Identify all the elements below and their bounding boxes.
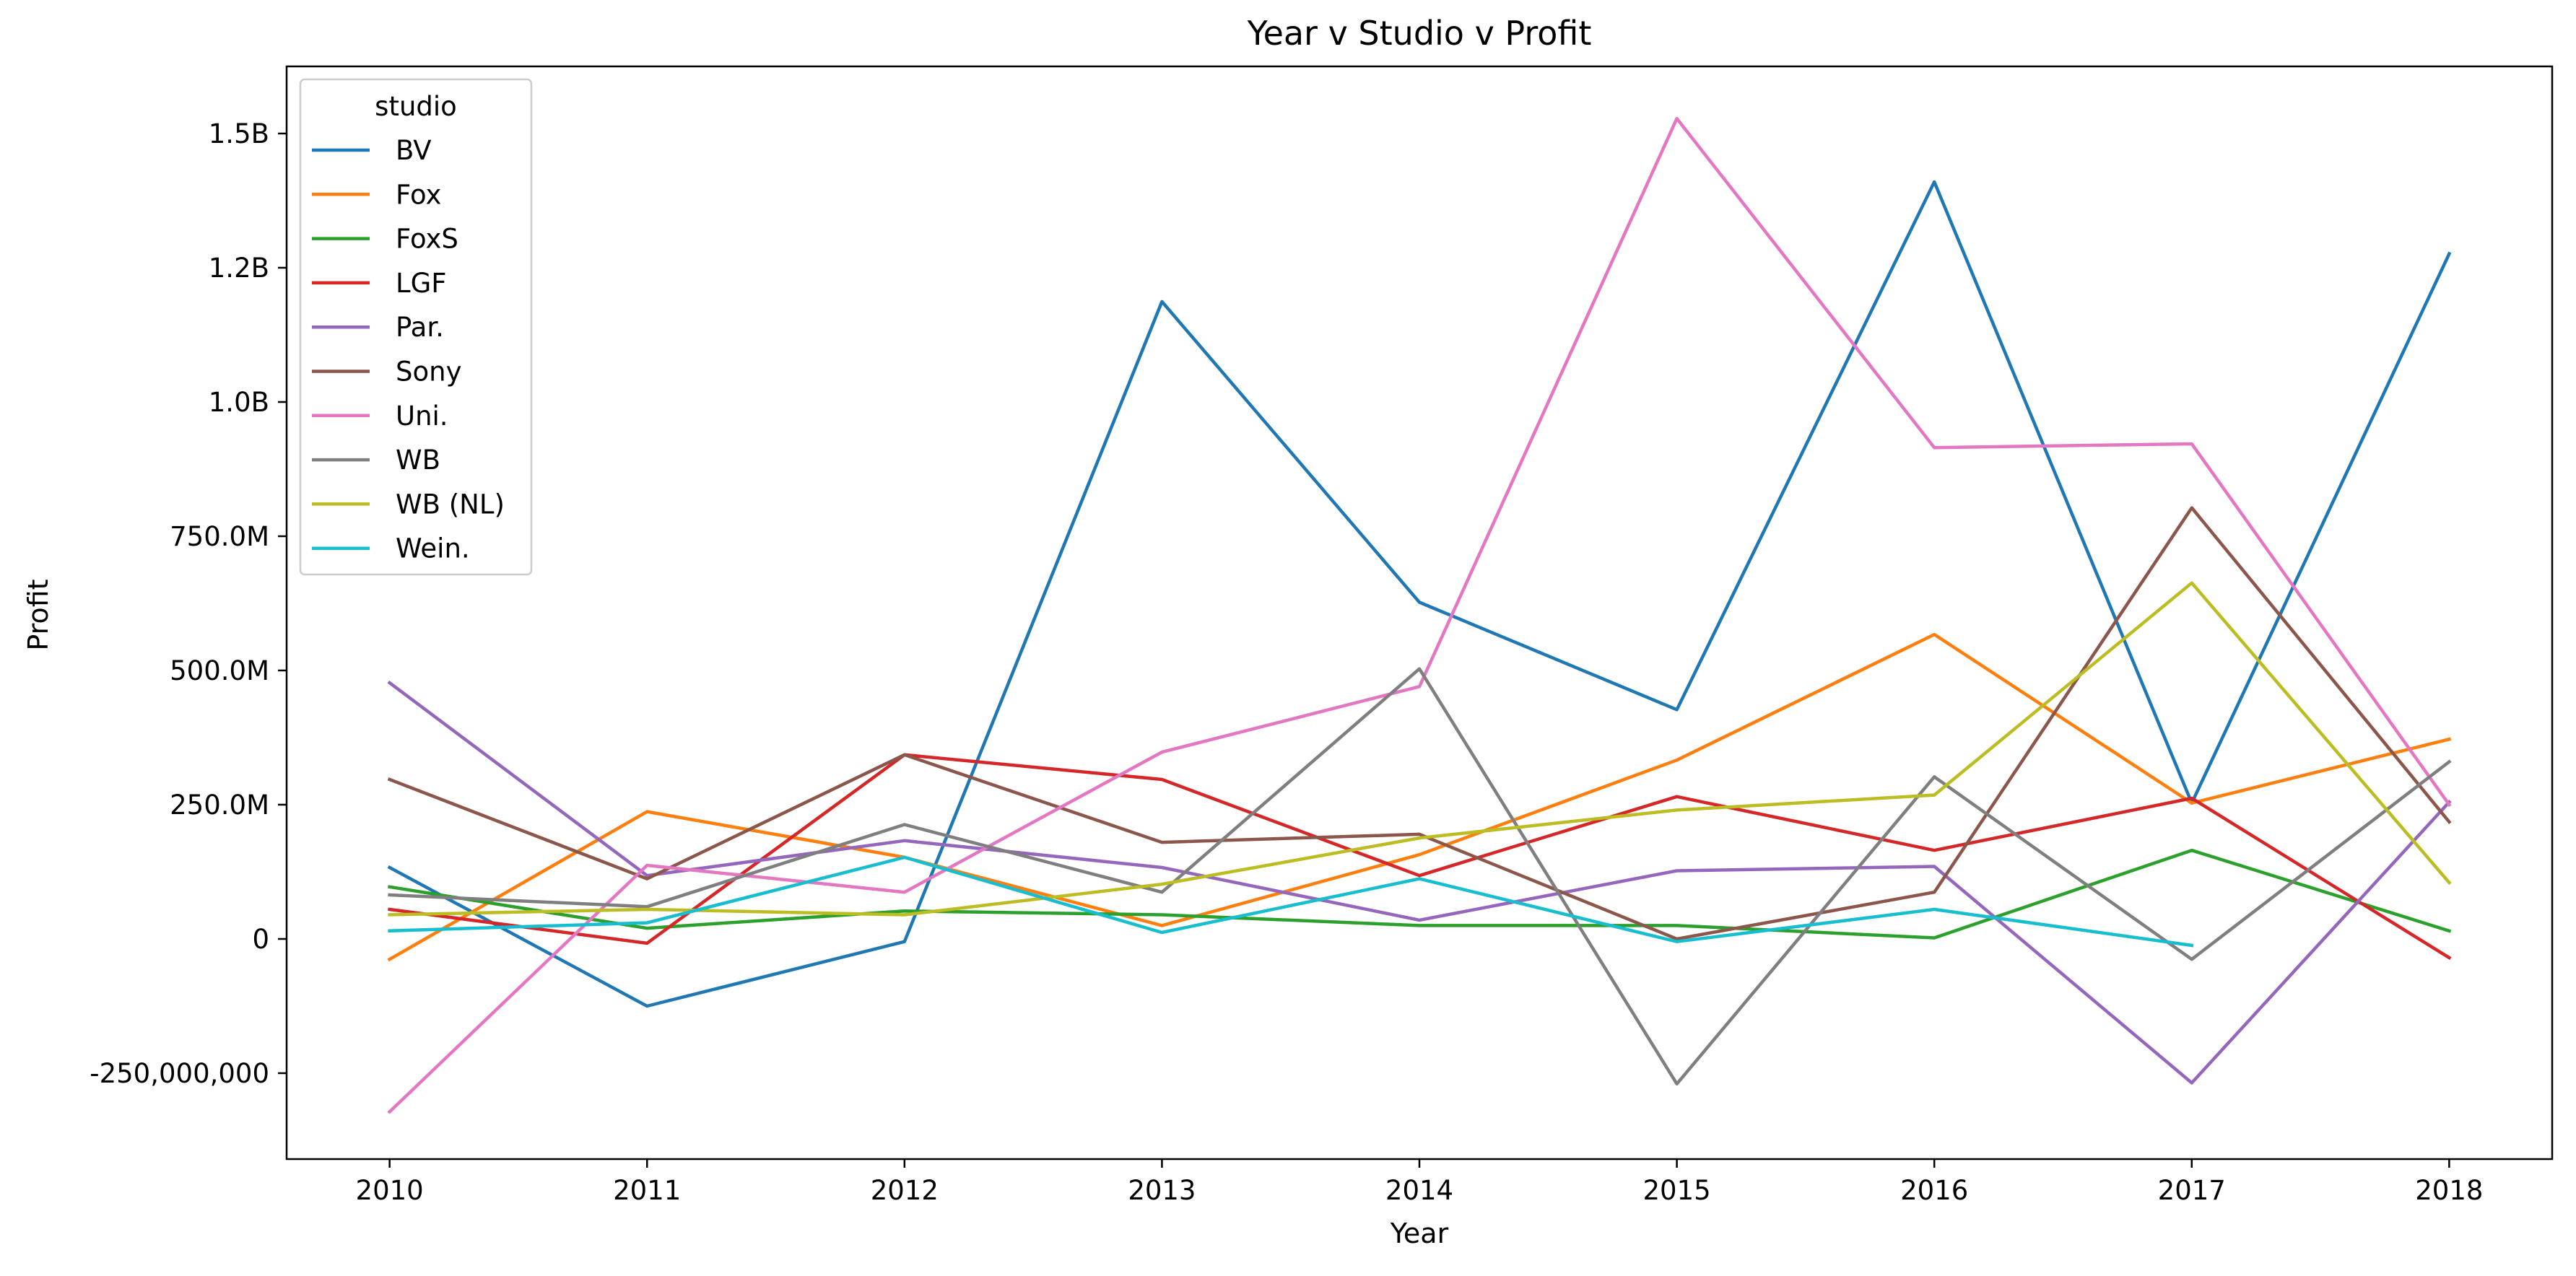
plot-area <box>387 116 2452 1114</box>
series-line-bv <box>387 180 2452 1008</box>
x-tick-label: 2010 <box>356 1175 424 1206</box>
y-tick-label: -250,000,000 <box>90 1058 269 1089</box>
y-tick-label: 500.0M <box>170 655 269 686</box>
legend-title: studio <box>375 91 457 122</box>
x-tick-label: 2011 <box>613 1175 681 1206</box>
series-line-wein <box>388 855 2194 948</box>
y-tick-label: 250.0M <box>170 790 269 821</box>
x-tick-label: 2015 <box>1643 1175 1711 1206</box>
x-tick-label: 2017 <box>2158 1175 2226 1206</box>
legend-label-wb: WB <box>396 445 440 476</box>
y-tick-label: 1.5B <box>209 118 269 149</box>
series-line-wb <box>388 667 2452 1086</box>
series-line-fox <box>387 632 2452 962</box>
legend-label-wb-nl: WB (NL) <box>396 489 505 520</box>
y-axis: -250,000,000 0 250.0M 500.0M 750.0M 1.0B 1.2B 1… <box>90 118 287 1089</box>
legend-label-wein: Wein. <box>396 533 470 564</box>
x-tick-label: 2018 <box>2415 1175 2483 1206</box>
x-tick-label: 2014 <box>1385 1175 1453 1206</box>
legend-items: BV Fox FoxS LGF Par. Sony Uni. WB WB (NL) Wein. <box>312 135 505 564</box>
legend-label-uni: Uni. <box>396 401 448 432</box>
series-line-par <box>387 680 2452 1085</box>
chart-title: Year v Studio v Profit <box>1247 14 1592 53</box>
y-axis-label: Profit <box>22 579 54 650</box>
x-tick-label: 2013 <box>1128 1175 1196 1206</box>
x-tick-label: 2012 <box>871 1175 939 1206</box>
legend-label-par: Par. <box>396 312 444 343</box>
series-line-sony <box>387 506 2452 941</box>
series-line-wb-nl <box>388 581 2452 917</box>
legend-frame <box>299 78 533 576</box>
y-tick-label: 0 <box>252 924 269 955</box>
legend-label-foxs: FoxS <box>396 224 458 255</box>
series-line-uni <box>387 116 2452 1114</box>
y-tick-label: 750.0M <box>170 521 269 552</box>
y-tick-label: 1.0B <box>209 387 269 418</box>
x-axis-label: Year <box>1390 1218 1449 1249</box>
legend-label-fox: Fox <box>396 179 441 210</box>
legend: studio BV Fox FoxS LGF Par. Sony Uni. WB WB (NL)… <box>299 78 533 576</box>
legend-label-lgf: LGF <box>396 268 447 299</box>
series-line-foxs <box>388 848 2452 940</box>
legend-label-sony: Sony <box>396 357 461 388</box>
legend-label-bv: BV <box>396 135 432 166</box>
x-axis: 2010 2011 2012 2013 2014 2015 2016 2017 2018 <box>356 1159 2483 1206</box>
y-tick-label: 1.2B <box>209 253 269 284</box>
x-tick-label: 2016 <box>1900 1175 1968 1206</box>
